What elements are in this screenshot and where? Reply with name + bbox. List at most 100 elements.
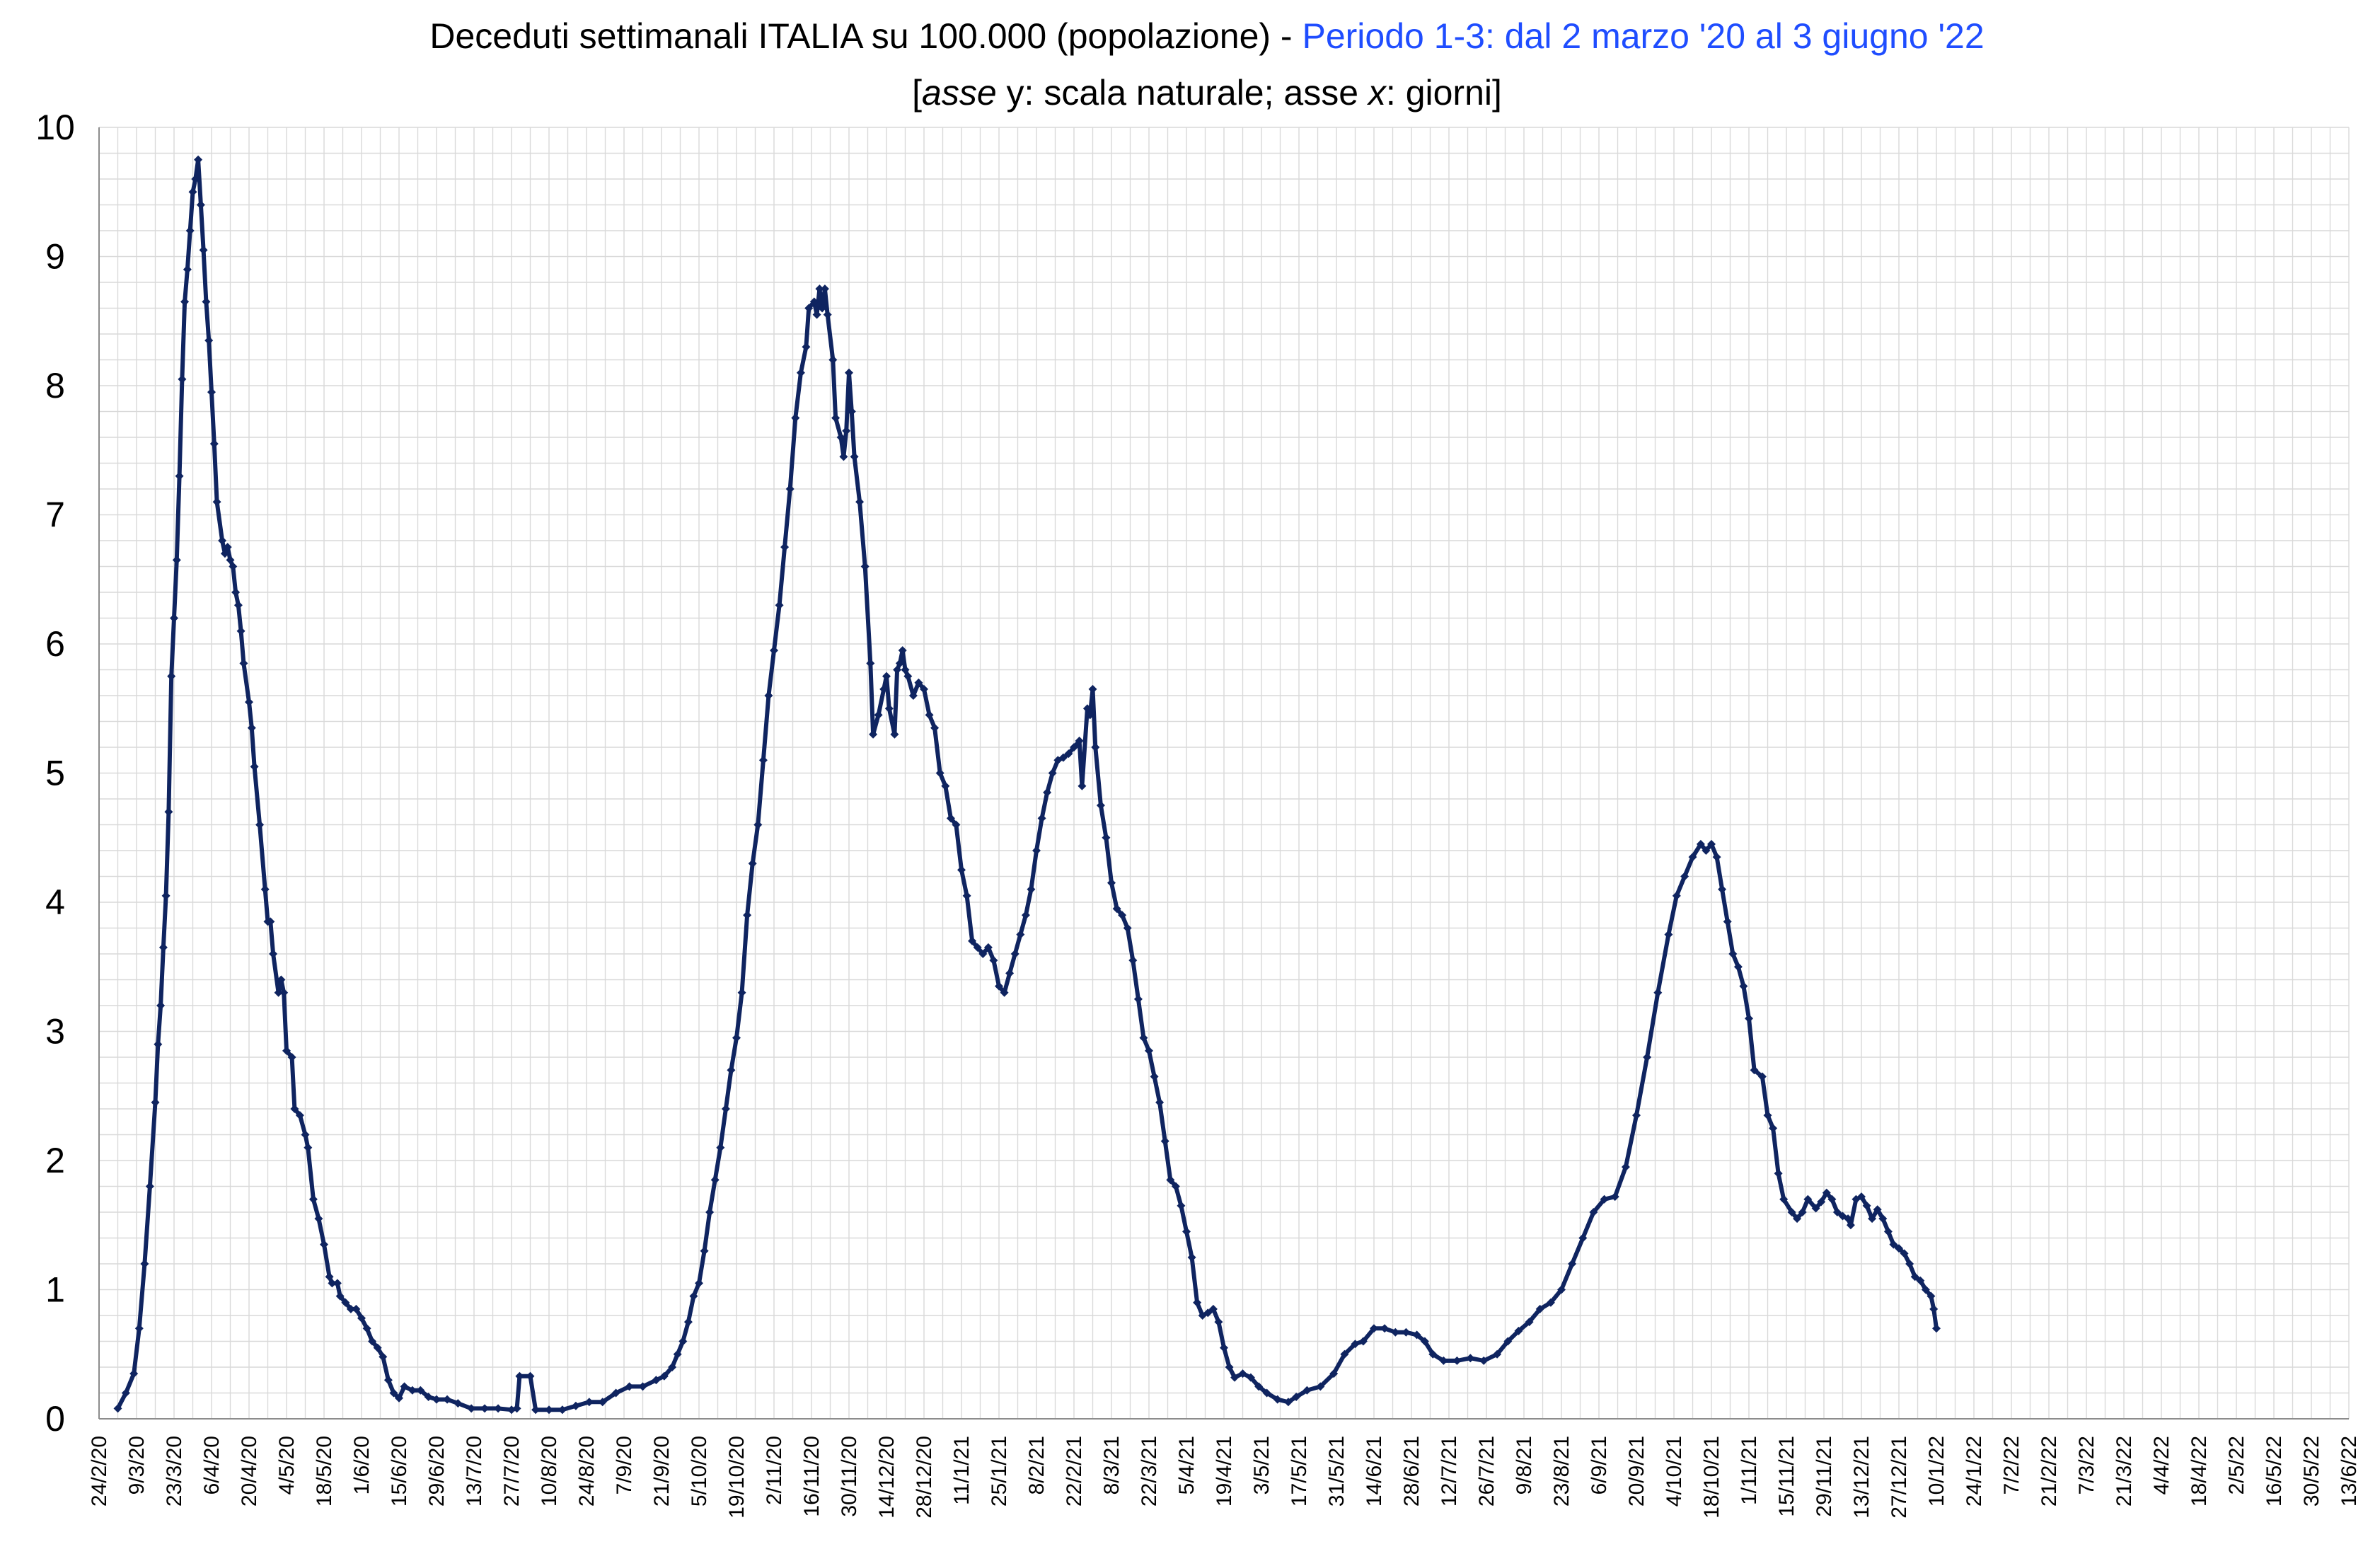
data-point bbox=[1351, 1340, 1360, 1349]
data-point bbox=[1774, 1169, 1783, 1178]
data-point bbox=[1048, 768, 1057, 778]
data-point bbox=[558, 1405, 567, 1415]
x-tick-label: 23/8/21 bbox=[1550, 1436, 1573, 1507]
data-point bbox=[301, 1130, 310, 1139]
data-point bbox=[113, 1404, 122, 1413]
y-tick-label: 6 bbox=[45, 624, 65, 664]
x-tick-label: 11/1/21 bbox=[950, 1436, 974, 1505]
x-tick-label: 21/3/22 bbox=[2113, 1436, 2136, 1507]
x-tick-label: 4/5/20 bbox=[275, 1436, 299, 1495]
y-tick-label: 10 bbox=[35, 108, 75, 147]
data-point bbox=[1535, 1304, 1544, 1313]
data-point bbox=[1428, 1349, 1438, 1359]
data-point bbox=[930, 723, 940, 732]
data-point bbox=[1283, 1398, 1293, 1407]
x-tick-label: 28/6/21 bbox=[1400, 1436, 1423, 1507]
data-point bbox=[352, 1304, 361, 1313]
data-point bbox=[1021, 911, 1030, 920]
data-point bbox=[611, 1388, 620, 1398]
data-point bbox=[175, 471, 184, 480]
data-point bbox=[1107, 878, 1116, 887]
data-point bbox=[1493, 1349, 1502, 1359]
x-tick-label: 4/4/22 bbox=[2150, 1436, 2173, 1495]
data-point bbox=[531, 1405, 541, 1415]
x-tick-label: 6/4/20 bbox=[200, 1436, 224, 1495]
x-tick-label: 6/9/21 bbox=[1588, 1436, 1611, 1495]
data-point bbox=[1027, 885, 1036, 894]
data-point bbox=[1391, 1328, 1400, 1337]
data-point bbox=[1000, 988, 1009, 997]
data-point bbox=[1793, 1214, 1802, 1224]
x-tick-label: 18/5/20 bbox=[313, 1436, 336, 1507]
x-tick-label: 19/4/21 bbox=[1213, 1436, 1236, 1507]
data-point bbox=[314, 1214, 323, 1224]
x-tick-label: 1/6/20 bbox=[350, 1436, 374, 1495]
data-point bbox=[571, 1401, 580, 1410]
x-tick-label: 27/7/20 bbox=[500, 1436, 524, 1507]
x-tick-label: 13/12/21 bbox=[1850, 1436, 1873, 1519]
x-tick-label: 29/11/21 bbox=[1813, 1436, 1836, 1517]
data-point bbox=[1112, 904, 1121, 914]
data-point bbox=[1643, 1053, 1652, 1061]
data-point bbox=[879, 684, 889, 693]
data-point bbox=[925, 710, 934, 720]
x-tick-label: 13/7/20 bbox=[463, 1436, 486, 1507]
data-point bbox=[1064, 749, 1073, 759]
data-point bbox=[408, 1386, 417, 1395]
data-point bbox=[908, 691, 918, 700]
data-point bbox=[743, 911, 752, 920]
data-point bbox=[1118, 911, 1127, 920]
data-point bbox=[245, 698, 253, 707]
y-axis-tick-labels: 0 1 2 3 4 5 6 7 8 9 10 bbox=[35, 108, 75, 1439]
data-point bbox=[962, 891, 971, 900]
data-point bbox=[515, 1371, 524, 1381]
data-point bbox=[812, 310, 821, 319]
data-point bbox=[199, 246, 208, 255]
data-point bbox=[1452, 1356, 1462, 1365]
data-point bbox=[818, 304, 827, 313]
data-point bbox=[1187, 1253, 1196, 1262]
data-point bbox=[1220, 1343, 1228, 1352]
x-tick-label: 30/11/20 bbox=[838, 1436, 861, 1517]
data-point bbox=[172, 555, 181, 565]
data-point bbox=[145, 1182, 154, 1191]
data-point bbox=[1514, 1326, 1523, 1335]
data-point bbox=[1070, 743, 1078, 752]
data-point bbox=[424, 1393, 433, 1401]
data-point bbox=[668, 1363, 677, 1371]
data-point bbox=[893, 665, 902, 674]
data-point bbox=[1921, 1285, 1930, 1294]
x-tick-label: 5/4/21 bbox=[1175, 1436, 1198, 1495]
data-point bbox=[1254, 1382, 1264, 1391]
data-point bbox=[467, 1404, 476, 1413]
data-point bbox=[304, 1143, 313, 1152]
data-point bbox=[890, 730, 899, 739]
data-point bbox=[689, 1291, 698, 1301]
x-tick-label: 15/6/20 bbox=[388, 1436, 411, 1507]
data-point bbox=[1208, 1304, 1218, 1313]
data-point bbox=[1479, 1356, 1489, 1365]
x-tick-label: 9/8/21 bbox=[1513, 1436, 1536, 1495]
data-point bbox=[1005, 969, 1015, 978]
data-point bbox=[860, 562, 870, 571]
data-point bbox=[732, 1033, 741, 1042]
data-point bbox=[1082, 704, 1092, 713]
data-point bbox=[1096, 801, 1105, 810]
data-point bbox=[239, 659, 248, 668]
data-point bbox=[1610, 1192, 1619, 1202]
data-point bbox=[526, 1371, 535, 1381]
data-point bbox=[721, 1105, 730, 1113]
data-point bbox=[737, 988, 746, 997]
data-point bbox=[260, 885, 270, 894]
data-point bbox=[1878, 1214, 1888, 1224]
data-point bbox=[1160, 1136, 1169, 1146]
data-point bbox=[1857, 1192, 1866, 1202]
chart-title: Deceduti settimanali ITALIA su 100.000 (… bbox=[429, 16, 1984, 56]
y-tick-label: 1 bbox=[45, 1270, 65, 1310]
data-point bbox=[134, 1324, 144, 1333]
data-point bbox=[480, 1404, 490, 1413]
data-point bbox=[209, 439, 219, 449]
data-point bbox=[167, 672, 176, 681]
data-point bbox=[231, 588, 241, 597]
data-point bbox=[494, 1404, 503, 1413]
